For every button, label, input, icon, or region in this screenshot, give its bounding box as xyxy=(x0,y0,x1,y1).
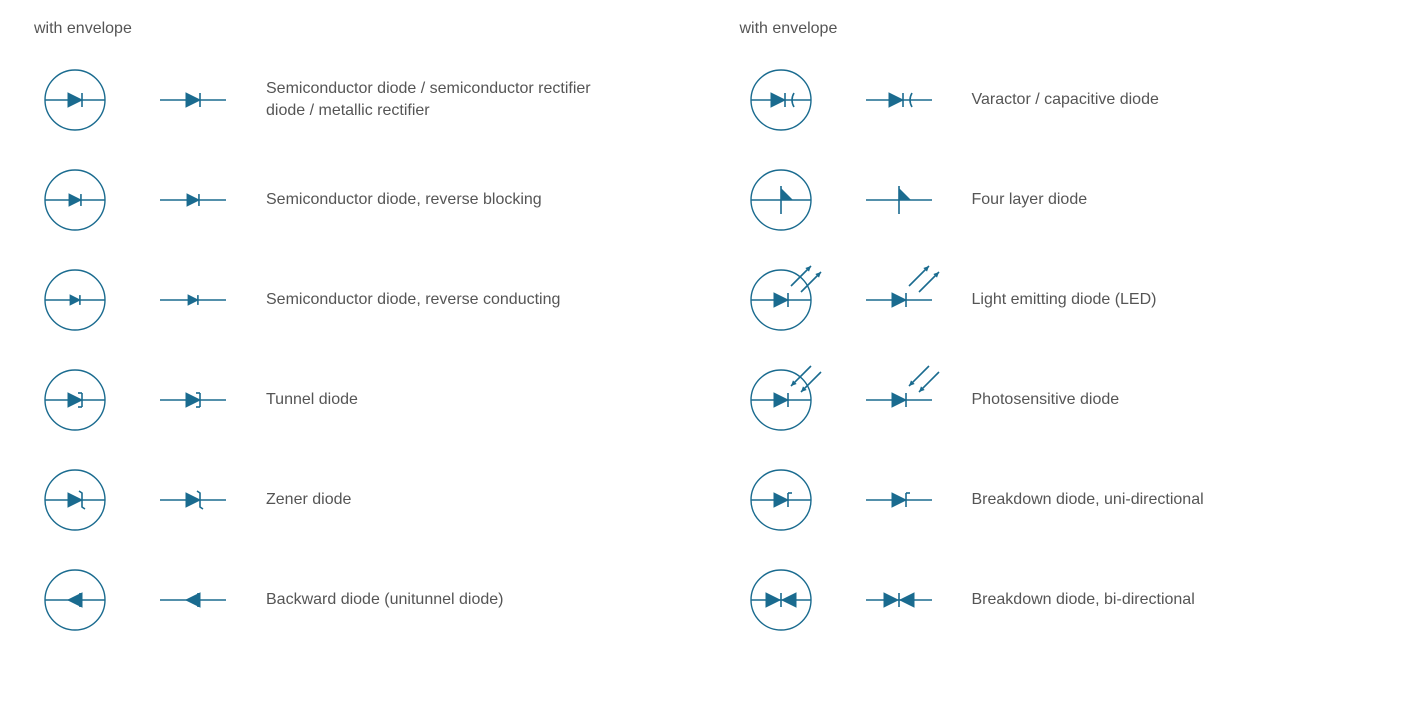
symbol-plain xyxy=(148,460,238,540)
right-column: with envelope Varactor / capacitive diod… xyxy=(736,20,1382,650)
left-column-header: with envelope xyxy=(34,20,676,38)
symbol-label: Breakdown diode, bi-directional xyxy=(972,589,1195,611)
symbol-label: Zener diode xyxy=(266,489,351,511)
symbol-row: Semiconductor diode, reverse blocking xyxy=(30,150,676,250)
symbol-with-envelope xyxy=(30,60,120,140)
symbol-row: Tunnel diode xyxy=(30,350,676,450)
symbol-plain xyxy=(148,260,238,340)
right-column-header: with envelope xyxy=(740,20,1382,38)
symbol-label: Photosensitive diode xyxy=(972,389,1120,411)
symbol-plain xyxy=(854,160,944,240)
symbol-with-envelope xyxy=(30,460,120,540)
symbol-plain xyxy=(148,60,238,140)
symbol-label: Breakdown diode, uni-directional xyxy=(972,489,1204,511)
symbol-row: Semiconductor diode / semiconductor rect… xyxy=(30,50,676,150)
symbol-row: Breakdown diode, bi-directional xyxy=(736,550,1382,650)
symbol-with-envelope xyxy=(736,360,826,440)
symbol-plain xyxy=(854,560,944,640)
symbol-label: Tunnel diode xyxy=(266,389,358,411)
symbol-label: Backward diode (unitunnel diode) xyxy=(266,589,503,611)
symbol-row: Light emitting diode (LED) xyxy=(736,250,1382,350)
symbol-label: Four layer diode xyxy=(972,189,1088,211)
symbol-row: Varactor / capacitive diode xyxy=(736,50,1382,150)
symbol-with-envelope xyxy=(30,560,120,640)
symbol-with-envelope xyxy=(30,360,120,440)
left-column: with envelope Semiconductor diode / semi… xyxy=(30,20,676,650)
symbol-label: Semiconductor diode, reverse blocking xyxy=(266,189,542,211)
diode-symbol-table: with envelope Semiconductor diode / semi… xyxy=(30,20,1381,650)
symbol-row: Backward diode (unitunnel diode) xyxy=(30,550,676,650)
symbol-with-envelope xyxy=(30,260,120,340)
symbol-label: Varactor / capacitive diode xyxy=(972,89,1159,111)
symbol-row: Zener diode xyxy=(30,450,676,550)
symbol-plain xyxy=(854,460,944,540)
symbol-with-envelope xyxy=(736,260,826,340)
symbol-plain xyxy=(148,560,238,640)
symbol-label: Light emitting diode (LED) xyxy=(972,289,1157,311)
symbol-plain xyxy=(148,360,238,440)
symbol-plain xyxy=(854,260,944,340)
symbol-label: Semiconductor diode / semiconductor rect… xyxy=(266,78,606,121)
symbol-row: Four layer diode xyxy=(736,150,1382,250)
symbol-with-envelope xyxy=(736,560,826,640)
symbol-with-envelope xyxy=(736,460,826,540)
symbol-plain xyxy=(854,360,944,440)
symbol-row: Semiconductor diode, reverse conducting xyxy=(30,250,676,350)
symbol-with-envelope xyxy=(736,60,826,140)
symbol-with-envelope xyxy=(30,160,120,240)
symbol-plain xyxy=(854,60,944,140)
symbol-row: Breakdown diode, uni-directional xyxy=(736,450,1382,550)
symbol-label: Semiconductor diode, reverse conducting xyxy=(266,289,560,311)
symbol-with-envelope xyxy=(736,160,826,240)
symbol-row: Photosensitive diode xyxy=(736,350,1382,450)
symbol-plain xyxy=(148,160,238,240)
